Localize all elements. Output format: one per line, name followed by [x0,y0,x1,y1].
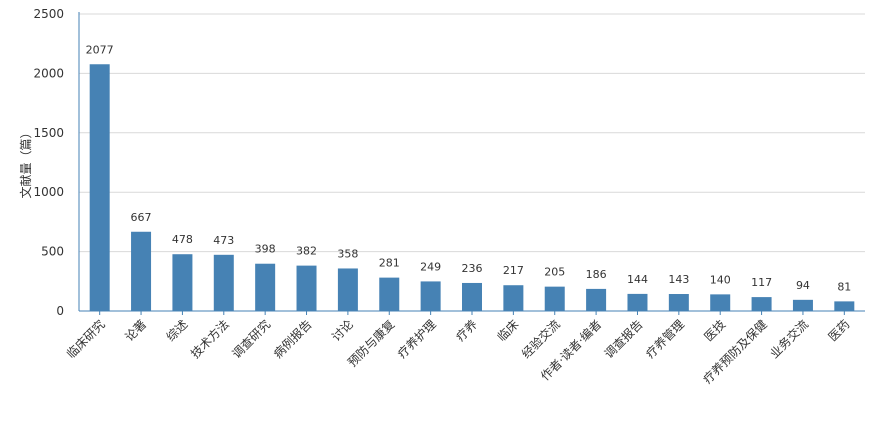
y-tick-label: 1000 [33,185,64,199]
x-tick-label: 讨论 [329,317,356,344]
y-tick-label: 2000 [33,66,64,80]
data-label: 140 [710,273,731,286]
bar[interactable] [172,254,193,311]
x-tick-label: 医技 [701,317,728,344]
data-label: 281 [379,257,400,270]
bar[interactable] [503,285,524,311]
data-label: 473 [213,234,234,247]
bar[interactable] [544,286,565,311]
bar[interactable] [296,265,317,311]
bar[interactable] [379,277,400,311]
data-label: 667 [131,211,152,224]
bar[interactable] [710,294,731,311]
x-tick-label: 临床研究 [63,317,108,362]
x-tick-label: 综述 [164,317,191,344]
data-label: 186 [586,268,607,281]
data-label: 382 [296,245,317,258]
bar[interactable] [668,294,689,311]
data-label: 117 [751,276,772,289]
data-label: 2077 [86,43,114,56]
y-tick-label: 0 [56,304,64,318]
y-tick-label: 2500 [33,7,64,21]
x-tick-label: 技术方法 [187,317,232,362]
x-tick-label: 临床 [495,317,522,344]
bar[interactable] [89,64,110,311]
x-tick-label: 论著 [122,317,149,344]
data-label: 144 [627,273,648,286]
x-tick-label: 疗养护理 [394,317,439,362]
y-tick-label: 500 [41,245,64,259]
bar[interactable] [834,301,855,311]
bar[interactable] [627,293,648,311]
bar[interactable] [213,254,234,311]
data-label: 81 [837,280,851,293]
data-label: 236 [462,262,483,275]
bar[interactable] [751,297,772,311]
data-label: 217 [503,264,524,277]
bar[interactable] [131,231,152,311]
bars [89,64,855,311]
y-tick-label: 1500 [33,126,64,140]
data-label: 205 [544,266,565,279]
bar[interactable] [255,263,276,311]
bar[interactable] [586,288,607,311]
y-axis-title: 文献量（篇） [18,126,33,198]
data-label: 143 [668,273,689,286]
data-label: 358 [337,247,358,260]
bar[interactable] [420,281,441,311]
bar[interactable] [462,282,482,311]
bar[interactable] [337,268,358,311]
x-tick-label: 医药 [826,317,853,344]
data-label: 249 [420,260,441,273]
x-tick-label: 业务交流 [767,317,812,362]
data-label: 398 [255,243,276,256]
data-label: 94 [796,279,810,292]
x-tick-label: 疗养管理 [642,317,687,362]
x-tick-label: 调查报告 [601,317,646,362]
gridlines [79,13,865,253]
x-tick-label: 调查研究 [229,317,274,362]
bar[interactable] [792,299,813,311]
data-labels: 2077 667 478 473 398 382 358 281 249 236 217 205 186… [86,43,852,293]
x-tick-label: 病例报告 [270,317,315,362]
data-label: 478 [172,233,193,246]
y-tick-labels: 0 500 1000 1500 2000 2500 [33,7,64,318]
x-tick-label: 疗养 [453,317,481,345]
